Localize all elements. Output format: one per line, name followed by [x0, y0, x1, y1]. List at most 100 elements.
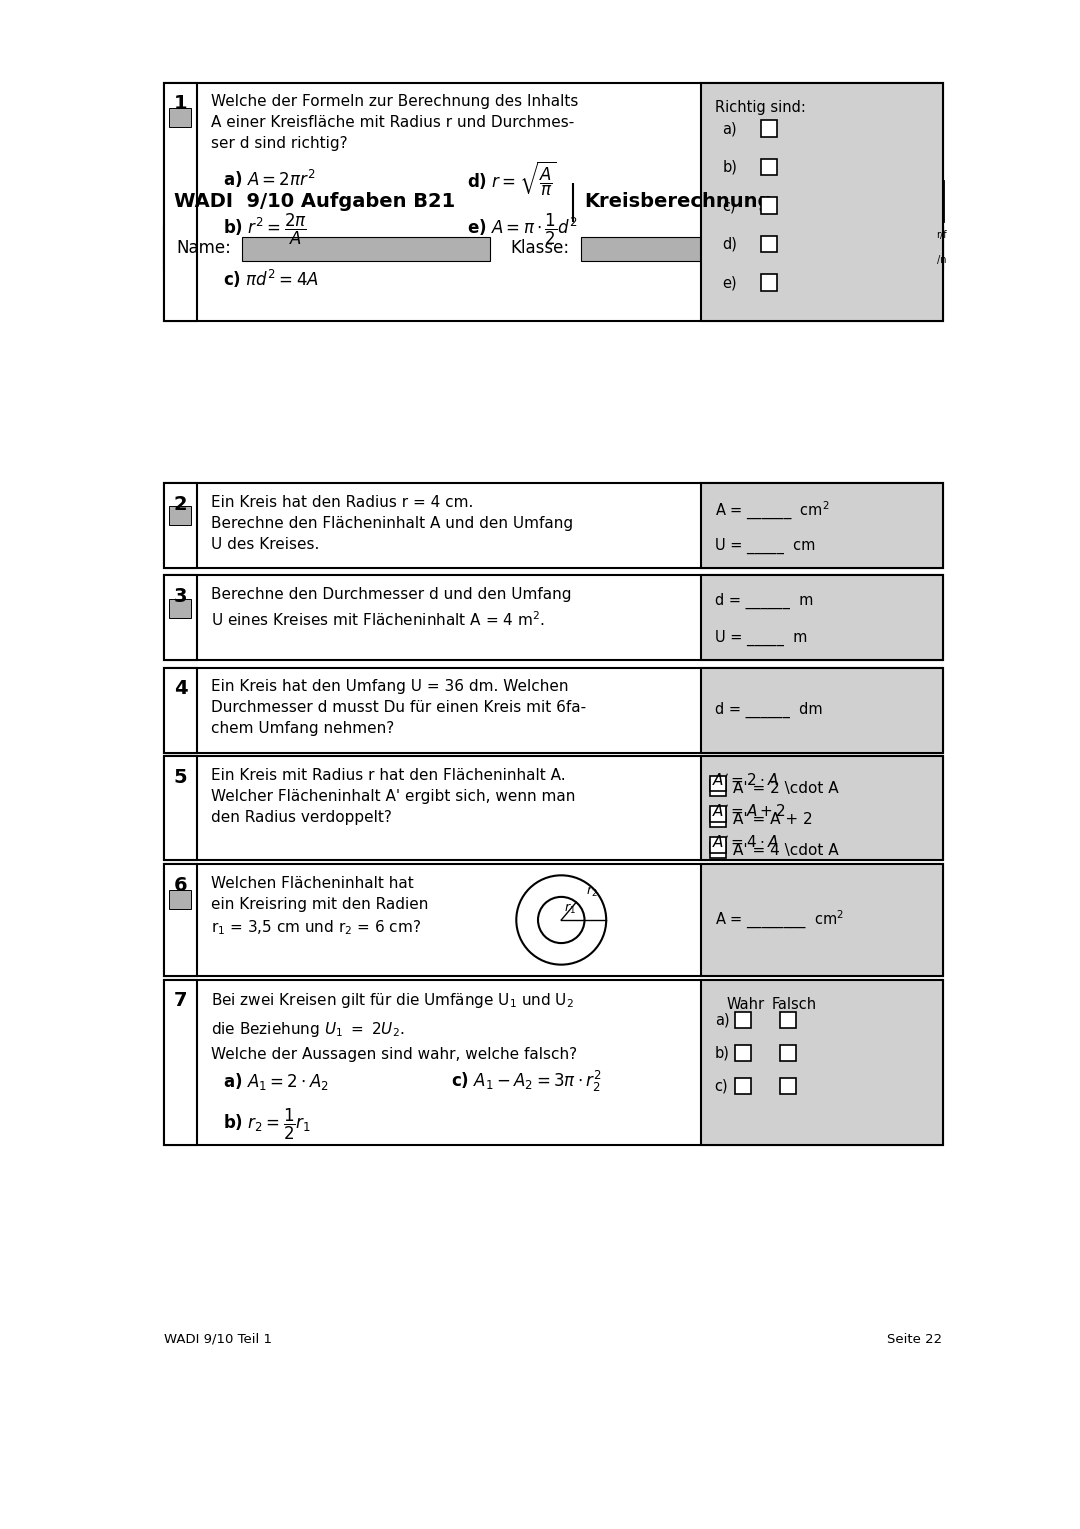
Text: A = ______  cm$^2$: A = ______ cm$^2$ [715, 500, 829, 521]
Text: Ein Kreis mit Radius r hat den Flächeninhalt A.
Welcher Flächeninhalt A' ergibt : Ein Kreis mit Radius r hat den Flächenin… [211, 768, 576, 826]
Bar [734, 1012, 751, 1027]
Bar [780, 1078, 796, 1095]
Text: d): d) [723, 237, 738, 252]
Text: c): c) [715, 1078, 728, 1093]
Text: b): b) [723, 161, 738, 174]
Bar [242, 237, 490, 261]
Text: $\mathbf{c)}\ A_1 - A_2 = 3\pi \cdot r_2^2$: $\mathbf{c)}\ A_1 - A_2 = 3\pi \cdot r_2… [451, 1069, 602, 1093]
Text: $\mathbf{a)}\ A = 2\pi r^2$: $\mathbf{a)}\ A = 2\pi r^2$ [222, 168, 315, 190]
Bar [170, 890, 191, 908]
Bar [761, 235, 778, 252]
Text: Bei zwei Kreisen gilt für die Umfänge U$_1$ und U$_2$: Bei zwei Kreisen gilt für die Umfänge U$… [211, 991, 573, 1011]
Bar [164, 575, 943, 661]
Text: Name:: Name: [176, 239, 231, 257]
Bar [780, 1012, 796, 1027]
Bar [164, 980, 197, 1145]
Bar [164, 757, 943, 861]
Text: r/f: r/f [935, 231, 946, 240]
Bar [164, 483, 943, 567]
Text: $\mathbf{b)}\ r^2 = \dfrac{2\pi}{A}$: $\mathbf{b)}\ r^2 = \dfrac{2\pi}{A}$ [222, 211, 307, 246]
Text: Seite 22: Seite 22 [888, 1333, 943, 1346]
Bar [734, 1078, 751, 1095]
Text: d = ______  m: d = ______ m [715, 592, 813, 609]
Text: Berechne den Durchmesser d und den Umfang
U eines Kreises mit Flächeninhalt A = : Berechne den Durchmesser d und den Umfan… [211, 587, 571, 628]
Bar [164, 575, 197, 661]
Bar [701, 483, 943, 567]
Bar [164, 483, 197, 567]
Bar [701, 757, 943, 861]
Bar [164, 83, 943, 321]
Bar [780, 1046, 796, 1061]
Bar [761, 197, 778, 214]
Text: Kreisberechnung: Kreisberechnung [584, 191, 772, 211]
Text: $A' = A + 2$: $A' = A + 2$ [713, 804, 786, 820]
Bar [164, 668, 197, 752]
Text: A = ________  cm$^2$: A = ________ cm$^2$ [715, 908, 843, 931]
Bar [164, 980, 943, 1145]
Bar [761, 121, 778, 136]
Text: a): a) [723, 121, 737, 136]
Bar [164, 668, 943, 752]
Bar [710, 806, 726, 821]
Text: c): c) [723, 199, 737, 214]
Text: a): a) [715, 1012, 729, 1027]
Bar [164, 864, 943, 976]
Bar [170, 109, 191, 127]
Text: b): b) [715, 1046, 730, 1060]
Bar [164, 226, 943, 269]
Text: 6: 6 [174, 876, 188, 894]
Text: WADI 9/10 Teil 1: WADI 9/10 Teil 1 [164, 1333, 272, 1346]
Bar [710, 842, 727, 858]
Text: $\mathbf{b)}\ r_2 = \dfrac{1}{2} r_1$: $\mathbf{b)}\ r_2 = \dfrac{1}{2} r_1$ [222, 1107, 310, 1142]
Bar [164, 83, 197, 321]
Bar [701, 864, 943, 976]
Bar [761, 159, 778, 174]
Bar [710, 838, 726, 853]
Bar [710, 810, 727, 827]
Text: Klasse:: Klasse: [511, 239, 570, 257]
Bar [701, 980, 943, 1145]
Text: 7: 7 [174, 991, 188, 1011]
Text: 1: 1 [174, 95, 188, 113]
Text: $\mathbf{c)}\ \pi d^2 = 4A$: $\mathbf{c)}\ \pi d^2 = 4A$ [222, 268, 319, 291]
Bar [701, 575, 943, 661]
Bar [581, 237, 724, 261]
Bar [164, 180, 943, 222]
Text: Ein Kreis hat den Umfang U = 36 dm. Welchen
Durchmesser d musst Du für einen Kre: Ein Kreis hat den Umfang U = 36 dm. Welc… [211, 679, 586, 737]
Bar [761, 274, 778, 291]
Bar [164, 864, 197, 976]
Text: $r_1$: $r_1$ [564, 902, 576, 916]
Text: e): e) [723, 275, 737, 291]
Text: $A' = 4 \cdot A$: $A' = 4 \cdot A$ [713, 835, 779, 852]
Text: 5: 5 [174, 768, 188, 787]
Bar [710, 780, 727, 797]
Text: $\mathbf{e)}\ A = \pi \cdot \dfrac{1}{2} d^2$: $\mathbf{e)}\ A = \pi \cdot \dfrac{1}{2}… [467, 211, 578, 246]
Text: WADI  9/10 Aufgaben B21: WADI 9/10 Aufgaben B21 [174, 191, 455, 211]
Text: $A' = 2 \cdot A$: $A' = 2 \cdot A$ [713, 772, 779, 789]
Text: Welchen Flächeninhalt hat
ein Kreisring mit den Radien
r$_1$ = 3,5 cm und r$_2$ : Welchen Flächeninhalt hat ein Kreisring … [211, 876, 429, 937]
Text: Falsch: Falsch [771, 997, 816, 1012]
Text: Wahr: Wahr [727, 997, 765, 1012]
Bar [701, 668, 943, 752]
Bar [710, 775, 726, 790]
Text: /n: /n [937, 255, 946, 265]
Text: $\mathbf{a)}\ A_1 = 2 \cdot A_2$: $\mathbf{a)}\ A_1 = 2 \cdot A_2$ [222, 1070, 328, 1092]
Text: 2: 2 [174, 494, 188, 514]
Text: 4: 4 [174, 679, 188, 699]
Text: die Beziehung $U_1\ =\ 2U_2$.: die Beziehung $U_1\ =\ 2U_2$. [211, 1020, 405, 1038]
Text: U = _____  m: U = _____ m [715, 630, 807, 647]
Text: $\mathbf{d)}\ r = \sqrt{\dfrac{A}{\pi}}$: $\mathbf{d)}\ r = \sqrt{\dfrac{A}{\pi}}$ [467, 159, 556, 199]
Text: A' = 4 \cdot A: A' = 4 \cdot A [733, 842, 839, 858]
Text: A' = A + 2: A' = A + 2 [733, 812, 813, 827]
Text: d = ______  dm: d = ______ dm [715, 702, 822, 719]
Text: Welche der Aussagen sind wahr, welche falsch?: Welche der Aussagen sind wahr, welche fa… [211, 1047, 577, 1063]
Text: $r_2$: $r_2$ [586, 885, 598, 899]
Text: Ein Kreis hat den Radius r = 4 cm.
Berechne den Flächeninhalt A und den Umfang
U: Ein Kreis hat den Radius r = 4 cm. Berec… [211, 494, 573, 552]
Text: 3: 3 [174, 587, 188, 605]
Bar [701, 83, 943, 321]
Bar [170, 598, 191, 618]
Text: A' = 2 \cdot A: A' = 2 \cdot A [733, 781, 839, 797]
Text: Richtig sind:: Richtig sind: [715, 99, 806, 115]
Bar [734, 1046, 751, 1061]
Text: Welche der Formeln zur Berechnung des Inhalts
A einer Kreisfläche mit Radius r u: Welche der Formeln zur Berechnung des In… [211, 95, 578, 151]
